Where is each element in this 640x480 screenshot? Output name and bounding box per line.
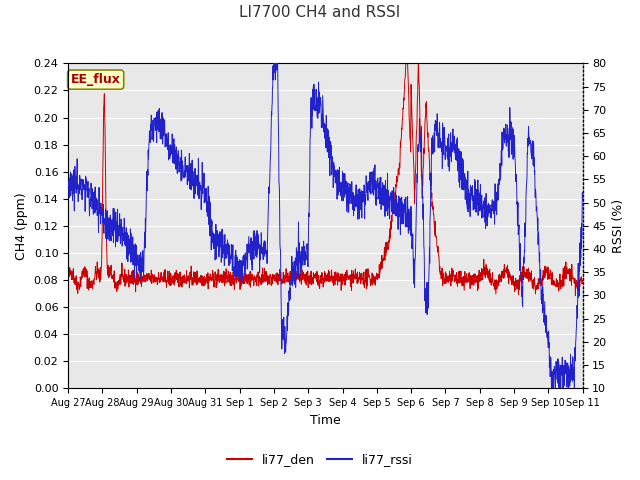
Y-axis label: RSSI (%): RSSI (%) [612,199,625,253]
X-axis label: Time: Time [310,414,340,427]
Text: LI7700 CH4 and RSSI: LI7700 CH4 and RSSI [239,5,401,20]
Legend: li77_den, li77_rssi: li77_den, li77_rssi [222,448,418,471]
Y-axis label: CH4 (ppm): CH4 (ppm) [15,192,28,260]
Text: EE_flux: EE_flux [71,73,120,86]
